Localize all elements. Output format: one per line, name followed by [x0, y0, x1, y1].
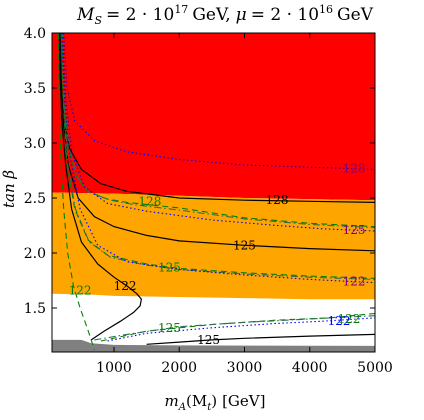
chart-title: MS = 2 · 1017 GeV, μ = 2 · 1016 GeV	[76, 3, 374, 27]
y-tick-label: 3.0	[24, 136, 46, 152]
contour-line-dotted-12	[61, 32, 376, 232]
y-tick-label: 3.5	[24, 81, 46, 97]
title-mu-exp: 16	[319, 3, 333, 16]
y-axis-label: tan β	[0, 170, 18, 208]
y-tick-label: 2.5	[24, 191, 46, 207]
contour-label-1: 125	[233, 238, 256, 252]
x-tick-label: 3000	[227, 360, 263, 376]
xlabel-sub: A	[178, 402, 186, 413]
axes: 1000 2000 3000 4000 5000 1.5 2.0 2.5 3.0 3.5 4.0	[24, 26, 393, 376]
contour-line-dotted-14	[107, 317, 376, 342]
plot-frame	[51, 32, 376, 353]
contour-line-dashdot-10	[94, 315, 376, 341]
title-ms-value: = 2 · 10	[106, 5, 174, 25]
contour-label-0: 128	[266, 193, 289, 207]
orange-region	[52, 192, 375, 300]
contour-label-11: 128	[343, 161, 366, 175]
y-tick-label: 1.5	[24, 301, 46, 317]
title-ms-sub: S	[94, 14, 102, 27]
contour-label-6: 125	[158, 260, 181, 274]
contour-label-5: 128	[138, 194, 161, 208]
contour-label-14: 122	[328, 314, 351, 328]
xlabel-unit: [GeV]	[222, 392, 265, 410]
contour-line-dashdot-8	[61, 32, 376, 229]
contour-label-7: 122	[337, 312, 360, 326]
x-tick-label: 1000	[96, 360, 132, 376]
red-region	[52, 33, 375, 201]
xlabel-symbol: m	[165, 392, 179, 410]
contour-label-10: 125	[158, 321, 181, 335]
x-tick-label: 4000	[292, 360, 328, 376]
contour-line-solid-2	[58, 32, 143, 341]
title-ms-symbol: M	[76, 5, 95, 25]
gray-region	[52, 339, 375, 352]
xlabel-arg: (M	[186, 392, 207, 410]
title-mu-symbol: μ	[236, 5, 247, 25]
y-tick-label: 2.0	[24, 246, 46, 262]
title-mu-unit: GeV	[337, 5, 374, 25]
y-tick-label: 4.0	[24, 26, 46, 42]
contour-label-12: 125	[343, 223, 366, 237]
contour-line-dashdot-9	[61, 32, 376, 280]
x-tick-label: 5000	[357, 360, 393, 376]
contour-label-4: 122	[69, 283, 92, 297]
x-tick-label: 2000	[161, 360, 197, 376]
contour-label-2: 122	[114, 279, 137, 293]
contour-line-solid-1	[59, 32, 376, 252]
title-ms-unit: GeV,	[192, 5, 230, 25]
xlabel-close: )	[211, 392, 217, 410]
xlabel-arg-sub: t	[207, 402, 212, 413]
contour-line-solid-3	[146, 333, 376, 345]
contour-line-dotted-11	[63, 32, 376, 170]
x-axis-label: mA(Mt) [GeV]	[165, 392, 266, 413]
contour-label-3: 125	[197, 333, 220, 347]
title-ms-exp: 17	[174, 3, 188, 16]
contour-label-13: 122	[343, 275, 366, 289]
title-mu-value: = 2 · 10	[251, 5, 319, 25]
